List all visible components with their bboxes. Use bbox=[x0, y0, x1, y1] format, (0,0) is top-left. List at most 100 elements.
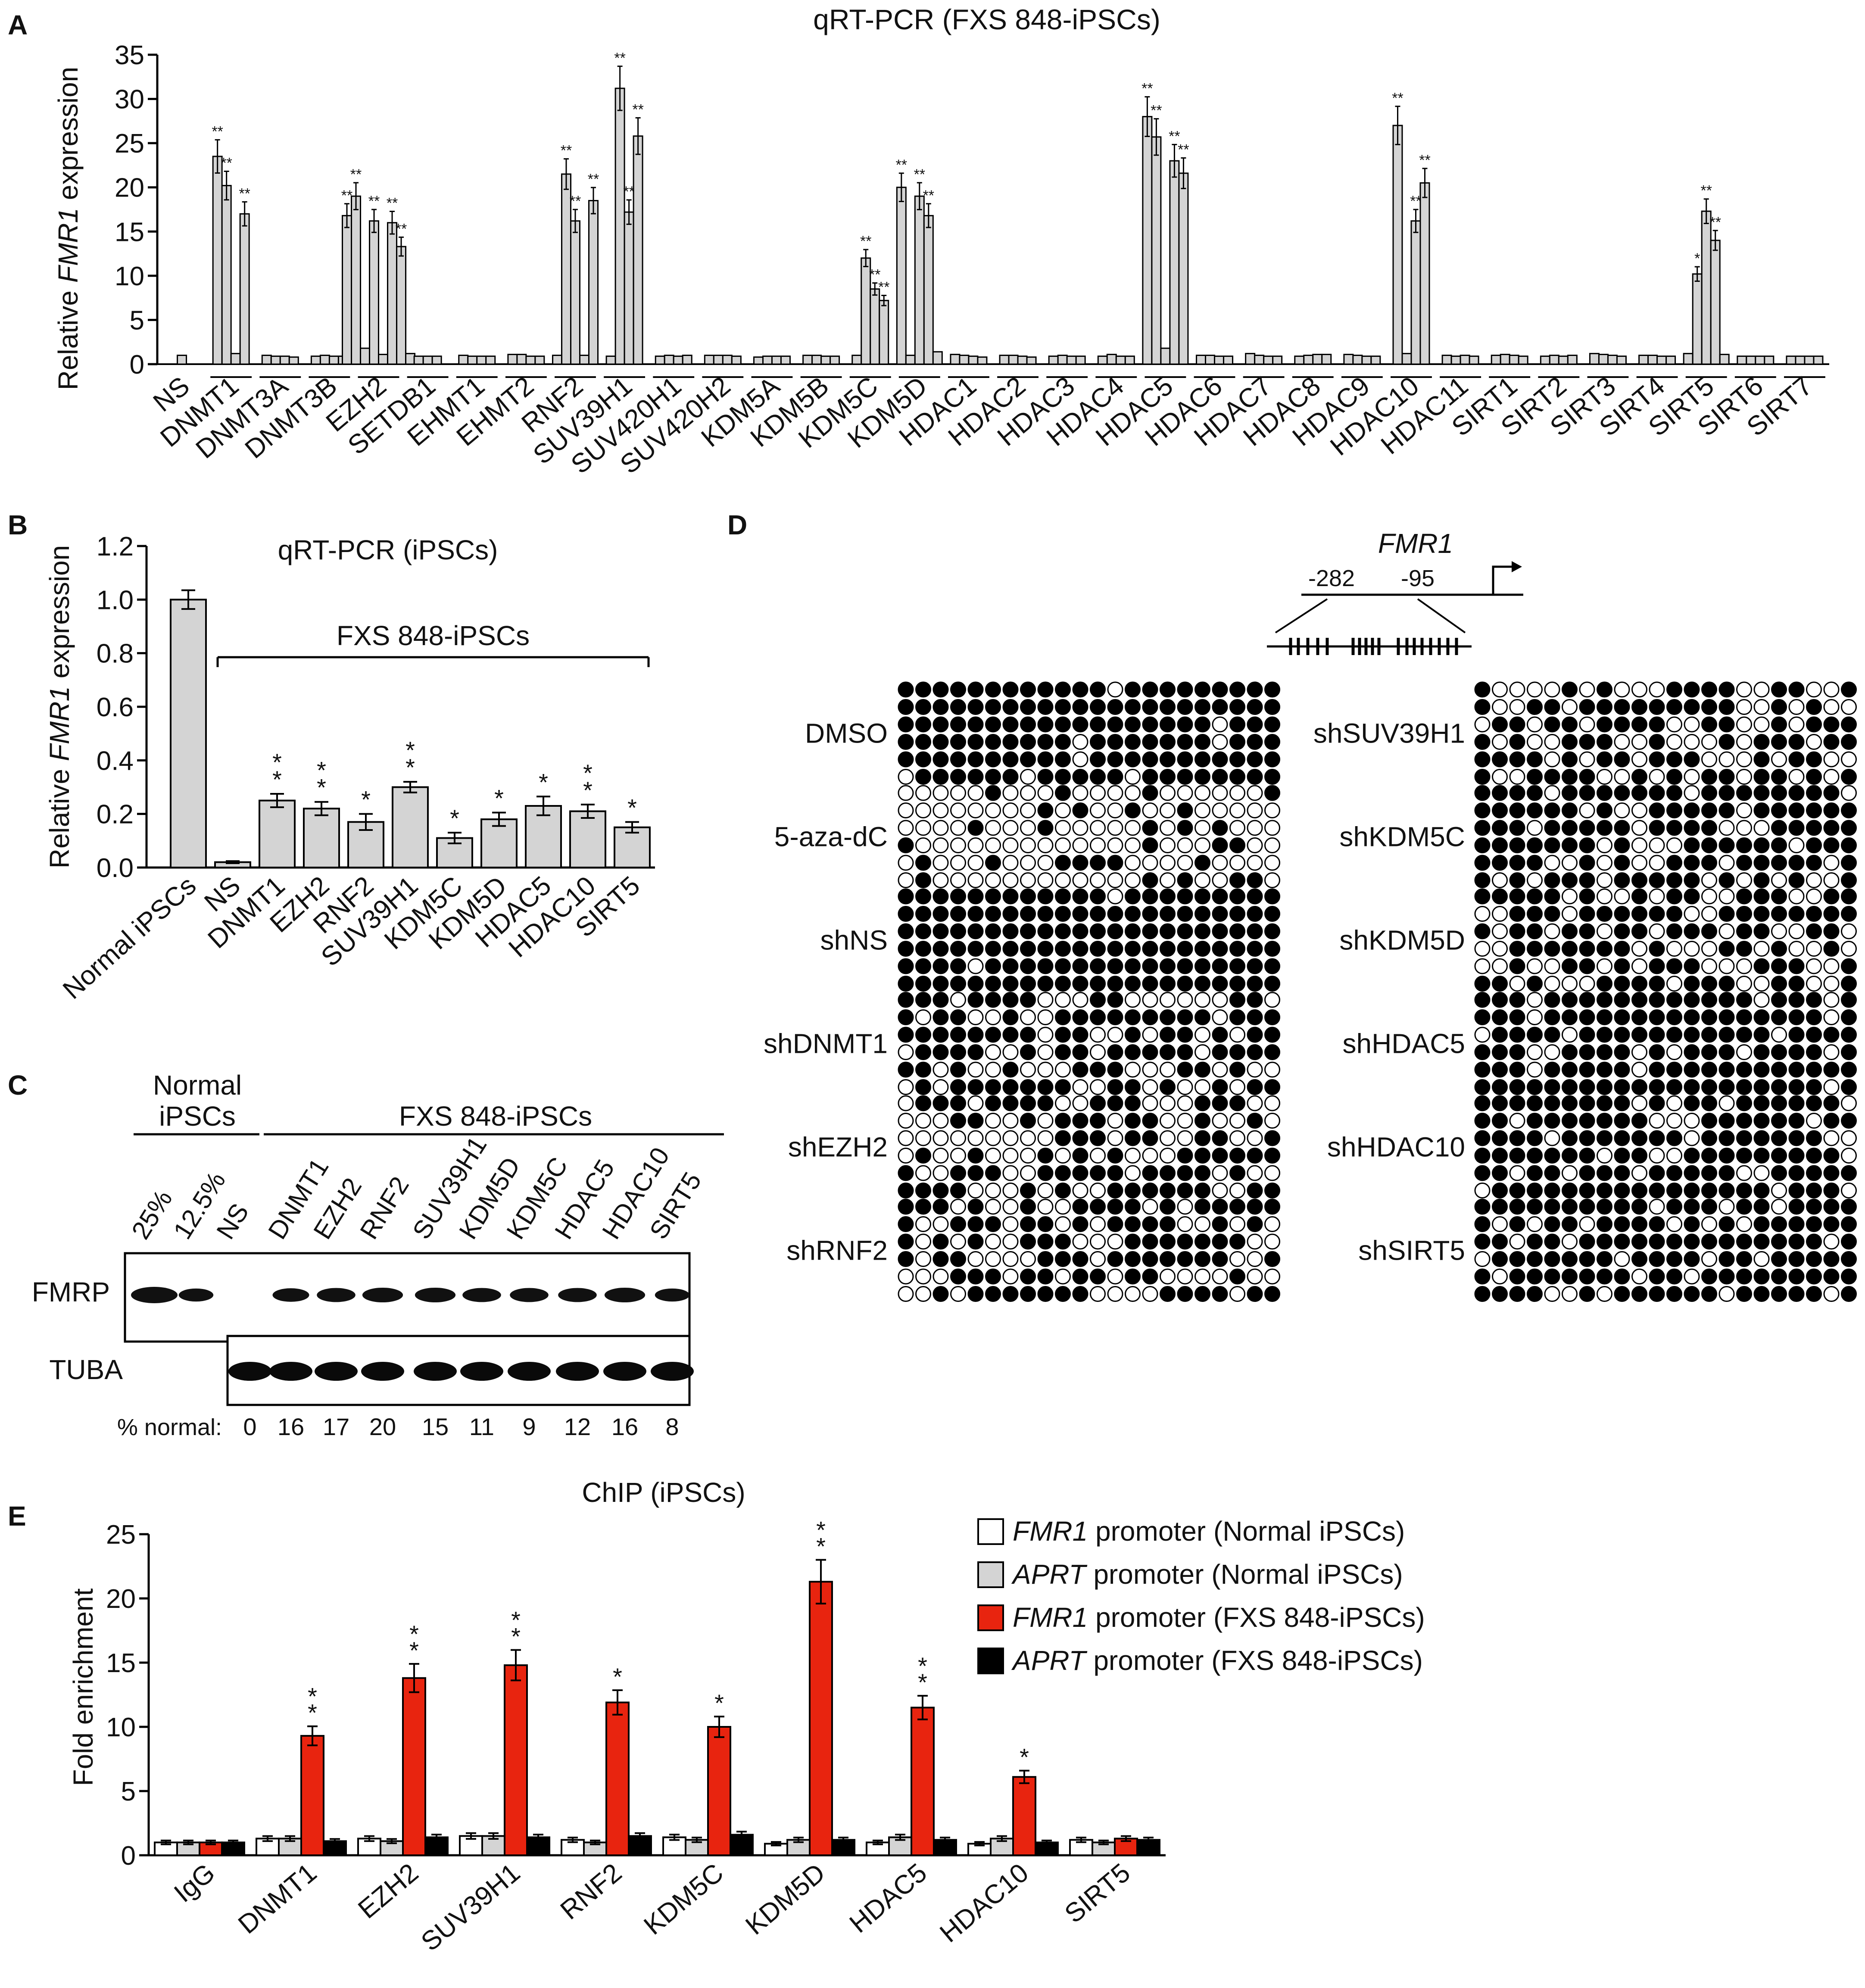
methylated-cpg bbox=[1614, 751, 1630, 768]
methylated-cpg bbox=[1194, 906, 1210, 922]
unmethylated-cpg bbox=[1090, 1251, 1106, 1267]
unmethylated-cpg bbox=[1614, 1251, 1630, 1267]
methylated-cpg bbox=[1718, 802, 1735, 818]
methylated-cpg bbox=[1527, 923, 1543, 939]
unmethylated-cpg bbox=[1072, 837, 1088, 853]
methylated-cpg bbox=[967, 1079, 984, 1095]
unmethylated-cpg bbox=[1649, 1148, 1665, 1164]
unmethylated-cpg bbox=[1229, 1286, 1245, 1302]
unmethylated-cpg bbox=[1736, 1044, 1752, 1060]
methylated-cpg bbox=[1684, 976, 1700, 992]
panel-e-error-bar bbox=[997, 1835, 1007, 1842]
unmethylated-cpg bbox=[1002, 837, 1019, 853]
methylated-cpg bbox=[1631, 716, 1647, 733]
methylation-grid: shRNF2 bbox=[786, 1198, 1280, 1302]
methylated-cpg bbox=[1649, 734, 1665, 750]
methylated-cpg bbox=[1684, 837, 1700, 853]
legend-gene: FMR1 bbox=[1013, 1516, 1088, 1547]
panel-e-significance: * bbox=[308, 1683, 317, 1710]
panel-a-significance: ** bbox=[561, 143, 572, 159]
methylated-cpg bbox=[1212, 958, 1228, 974]
unmethylated-cpg bbox=[1229, 1216, 1245, 1232]
panel-a-bar bbox=[1370, 356, 1381, 365]
panel-a-significance: ** bbox=[341, 187, 352, 204]
unmethylated-cpg bbox=[1614, 734, 1630, 750]
unmethylated-cpg bbox=[1492, 681, 1508, 698]
unmethylated-cpg bbox=[1544, 751, 1560, 768]
methylated-cpg bbox=[915, 716, 931, 733]
unmethylated-cpg bbox=[1090, 1148, 1106, 1164]
methylated-cpg bbox=[1806, 1268, 1822, 1285]
panel-a-bar bbox=[239, 213, 250, 365]
methylated-cpg bbox=[1020, 1233, 1036, 1250]
methylated-cpg bbox=[1090, 906, 1106, 922]
methylated-cpg bbox=[1055, 1251, 1071, 1267]
methylated-cpg bbox=[1509, 1079, 1525, 1095]
methylated-cpg bbox=[1841, 1216, 1857, 1232]
methylated-cpg bbox=[1684, 888, 1700, 905]
panel-a-bar bbox=[1638, 354, 1649, 365]
unmethylated-cpg bbox=[1544, 734, 1560, 750]
legend-text: promoter (FXS 848-iPSCs) bbox=[1088, 1602, 1425, 1633]
panel-a-bar bbox=[1303, 354, 1314, 365]
unmethylated-cpg bbox=[932, 1165, 949, 1181]
methylated-cpg bbox=[1055, 734, 1071, 750]
panel-e-error-bar bbox=[511, 1649, 521, 1682]
panel-b-error-bar bbox=[359, 813, 373, 831]
methylated-cpg bbox=[1247, 681, 1263, 698]
methylated-cpg bbox=[1701, 1183, 1717, 1198]
panel-a-error-bar bbox=[863, 249, 869, 268]
panel-a-error-bar bbox=[564, 158, 569, 190]
panel-a-bar bbox=[1786, 356, 1796, 365]
methylated-cpg bbox=[1194, 1286, 1210, 1302]
methylated-cpg bbox=[1194, 769, 1210, 785]
methylated-cpg bbox=[1841, 1251, 1857, 1267]
methylated-cpg bbox=[1823, 734, 1840, 750]
unmethylated-cpg bbox=[1247, 1061, 1263, 1078]
methylated-cpg bbox=[1474, 785, 1491, 801]
unmethylated-cpg bbox=[1474, 1183, 1491, 1198]
methylated-cpg bbox=[1229, 1095, 1245, 1111]
methylated-cpg bbox=[1666, 888, 1682, 905]
methylated-cpg bbox=[1841, 1079, 1857, 1095]
methylated-cpg bbox=[1160, 1009, 1176, 1025]
methylated-cpg bbox=[915, 699, 931, 715]
methylated-cpg bbox=[1806, 1095, 1822, 1111]
methylated-cpg bbox=[950, 888, 966, 905]
methylated-cpg bbox=[1701, 1061, 1717, 1078]
methylated-cpg bbox=[1142, 769, 1158, 785]
panel-e-significance: * bbox=[409, 1637, 419, 1664]
methylation-grids: DMSO5-aza-dCshNSshDNMT1shEZH2shRNF2shSUV… bbox=[764, 681, 1857, 1302]
panel-e-ytick-label: 5 bbox=[121, 1777, 136, 1807]
methylated-cpg bbox=[1701, 1268, 1717, 1285]
unmethylated-cpg bbox=[1107, 681, 1123, 698]
unmethylated-cpg bbox=[1037, 1113, 1054, 1129]
methylated-cpg bbox=[1562, 1079, 1578, 1095]
methylated-cpg bbox=[1806, 1079, 1822, 1095]
methylated-cpg bbox=[1614, 976, 1630, 992]
panel-e-category-label: HDAC5 bbox=[844, 1858, 932, 1939]
methylated-cpg bbox=[1072, 1130, 1088, 1146]
methylated-cpg bbox=[1055, 1165, 1071, 1181]
unmethylated-cpg bbox=[1806, 734, 1822, 750]
panel-a-error-bar bbox=[224, 170, 229, 201]
panel-e-error-bar bbox=[285, 1835, 295, 1842]
methylated-cpg bbox=[1107, 976, 1123, 992]
methylated-cpg bbox=[1037, 1165, 1054, 1181]
panel-e-error-bar bbox=[669, 1834, 680, 1841]
unmethylated-cpg bbox=[1160, 785, 1176, 801]
unmethylated-cpg bbox=[1055, 802, 1071, 818]
unmethylated-cpg bbox=[1090, 1079, 1106, 1095]
methylated-cpg bbox=[1544, 1183, 1560, 1198]
methylated-cpg bbox=[1806, 820, 1822, 836]
panel-e-category-label: HDAC10 bbox=[934, 1858, 1034, 1948]
panel-b-ytick-label: 0.8 bbox=[97, 639, 134, 669]
panel-a-error-bar bbox=[617, 66, 623, 111]
panel-a-bar bbox=[780, 356, 791, 365]
unmethylated-cpg bbox=[1597, 923, 1612, 939]
methylated-cpg bbox=[1229, 699, 1245, 715]
methylated-cpg bbox=[1142, 923, 1158, 939]
panel-a-error-bar bbox=[1172, 144, 1177, 178]
panel-a-bar bbox=[959, 354, 970, 365]
methylated-cpg bbox=[1107, 958, 1123, 974]
